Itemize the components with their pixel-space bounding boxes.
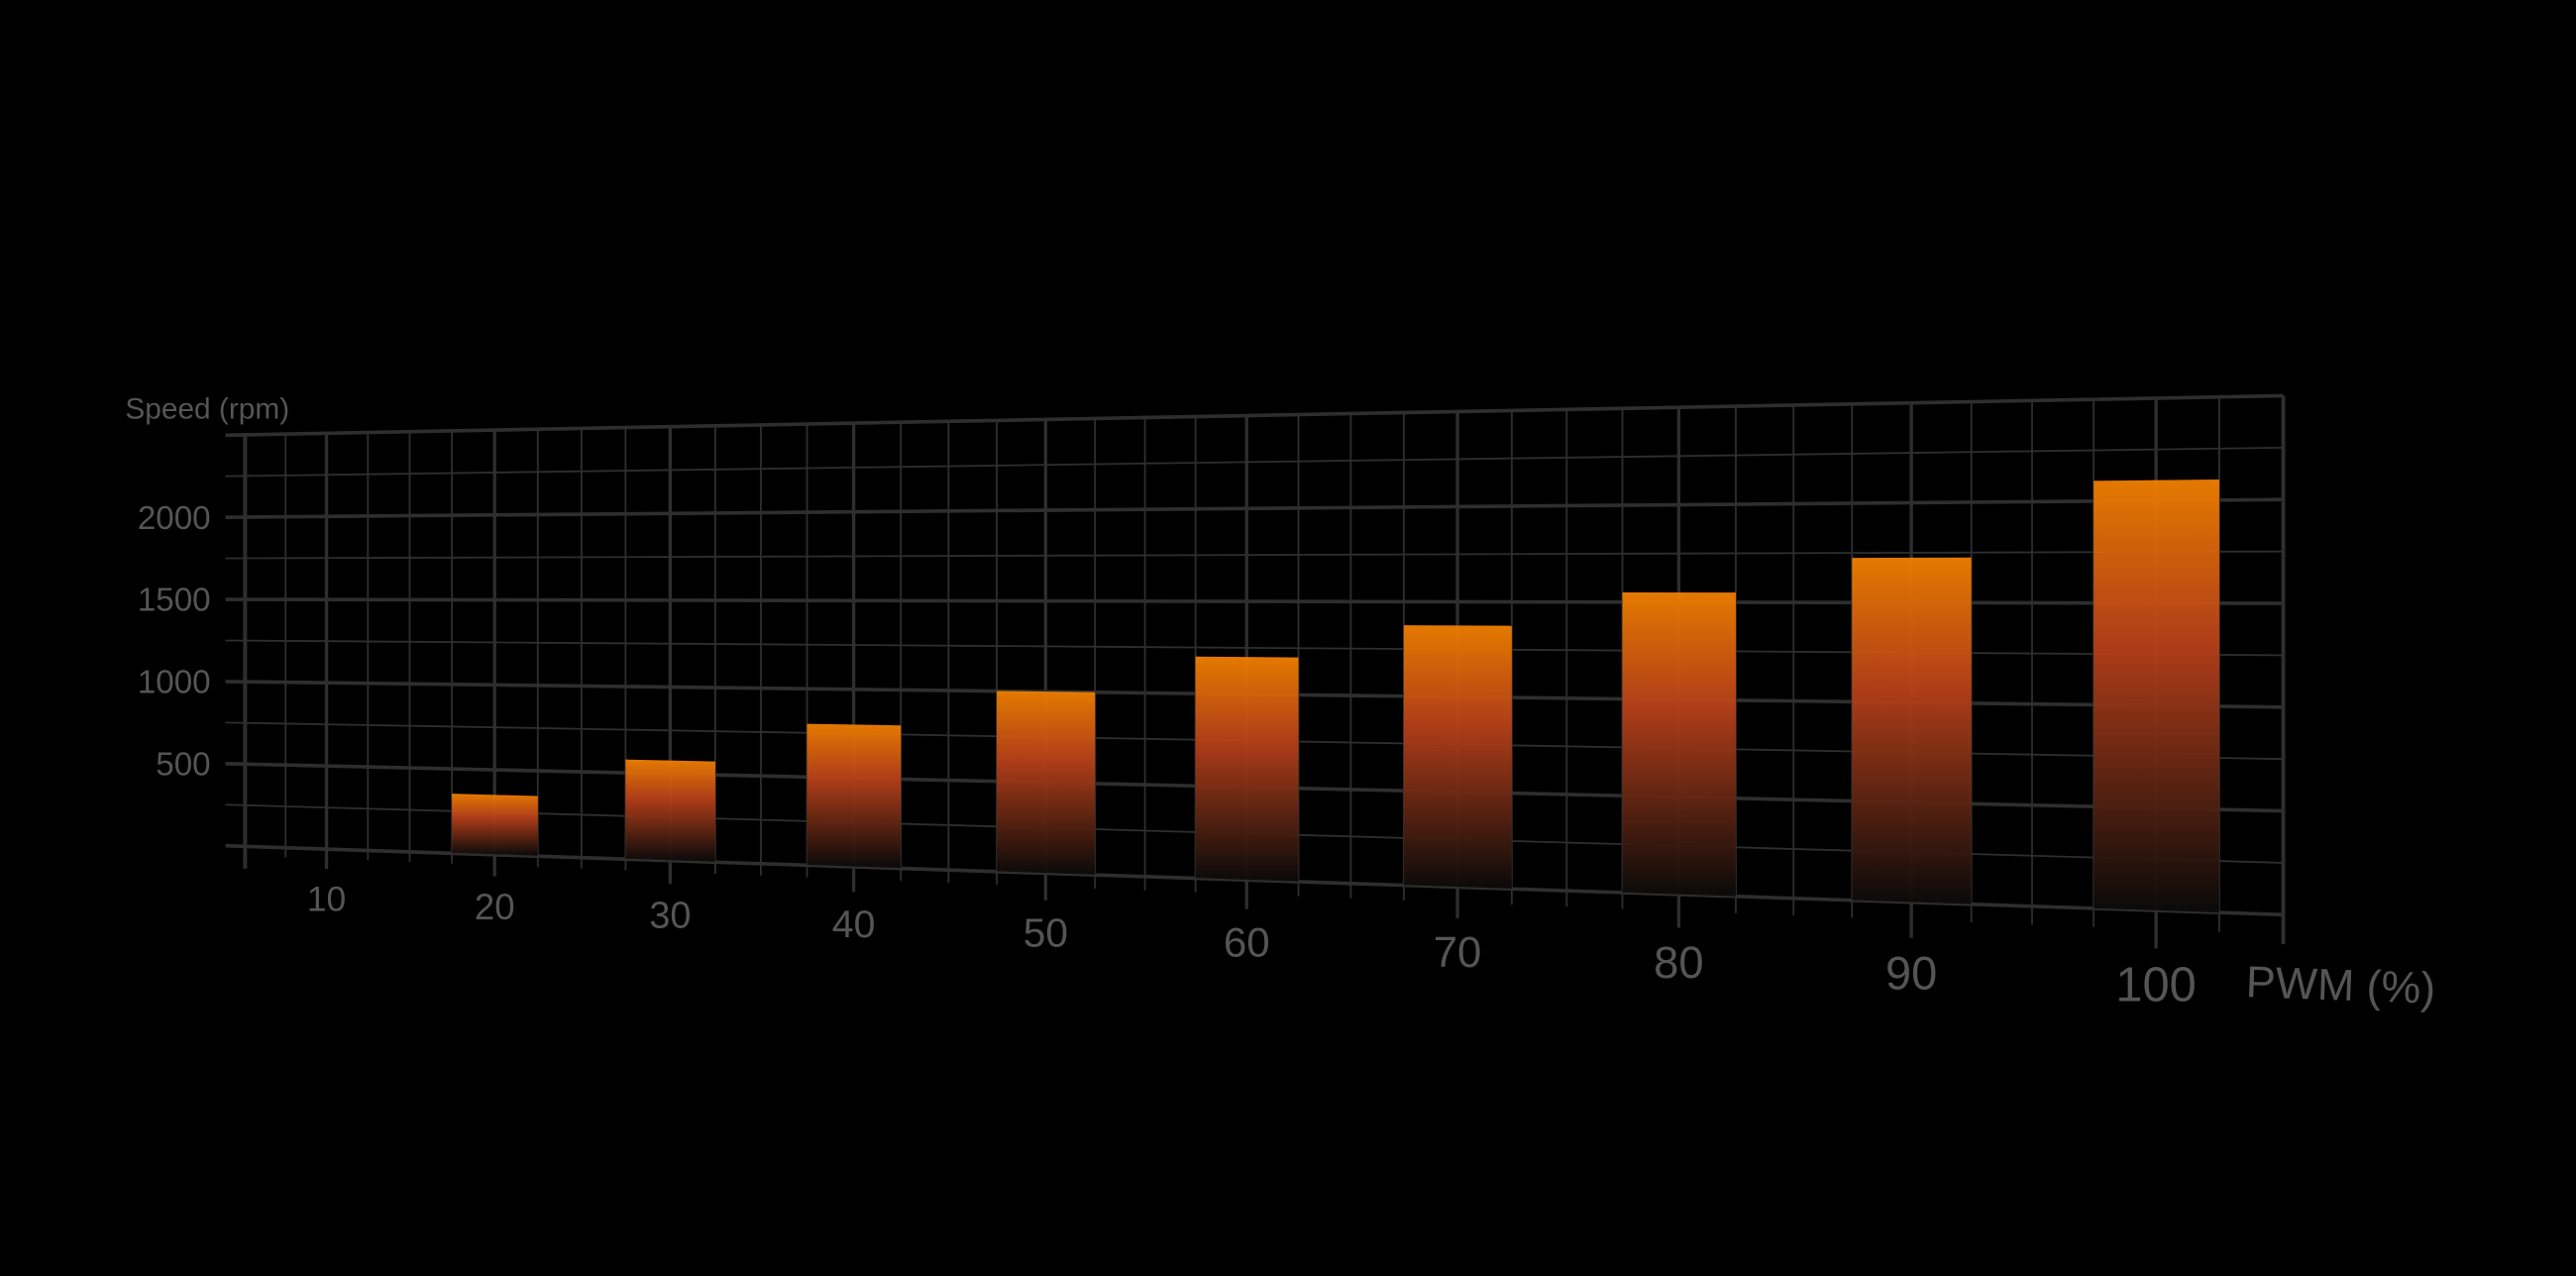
bar-50 [997, 691, 1096, 875]
x-tick-label: 90 [1885, 946, 1937, 999]
x-tick-label: 30 [649, 896, 691, 937]
x-tick-label: 10 [307, 880, 346, 919]
x-tick-label: 80 [1654, 937, 1703, 988]
x-axis-label: PWM (%) [2245, 957, 2436, 1013]
bar-60 [1195, 656, 1299, 882]
grid-line-h [225, 446, 2284, 478]
bar-40 [806, 723, 902, 869]
tick-labels: 500 1000 1500 2000 10 20 30 40 50 60 70 80 90 100 [138, 500, 2197, 1012]
x-tick-label: 70 [1434, 928, 1482, 977]
y-axis-label: Speed (rpm) [125, 393, 289, 426]
grid-line-h [225, 843, 2284, 917]
grid-line-h [225, 639, 2284, 657]
bars [452, 479, 2219, 913]
bar-30 [625, 759, 715, 862]
x-tick-label: 20 [475, 887, 515, 927]
y-tick-label: 1500 [138, 583, 211, 619]
grid-line-h [225, 497, 2284, 519]
grid-line-h [225, 393, 2284, 438]
y-tick-label: 1000 [138, 665, 211, 701]
x-tick-label: 100 [2115, 959, 2196, 1012]
x-tick-label: 60 [1224, 918, 1270, 965]
x-tick-label: 40 [832, 903, 876, 946]
bar-20 [452, 794, 538, 856]
grid-line-h [225, 597, 2284, 605]
grid-line-h [225, 550, 2284, 560]
x-tick-label: 50 [1023, 909, 1068, 955]
y-tick-label: 500 [156, 746, 210, 783]
bar-80 [1622, 591, 1736, 897]
bar-70 [1403, 625, 1512, 889]
y-tick-label: 2000 [138, 500, 211, 537]
bar-100 [2093, 479, 2219, 913]
bar-90 [1852, 557, 1972, 904]
